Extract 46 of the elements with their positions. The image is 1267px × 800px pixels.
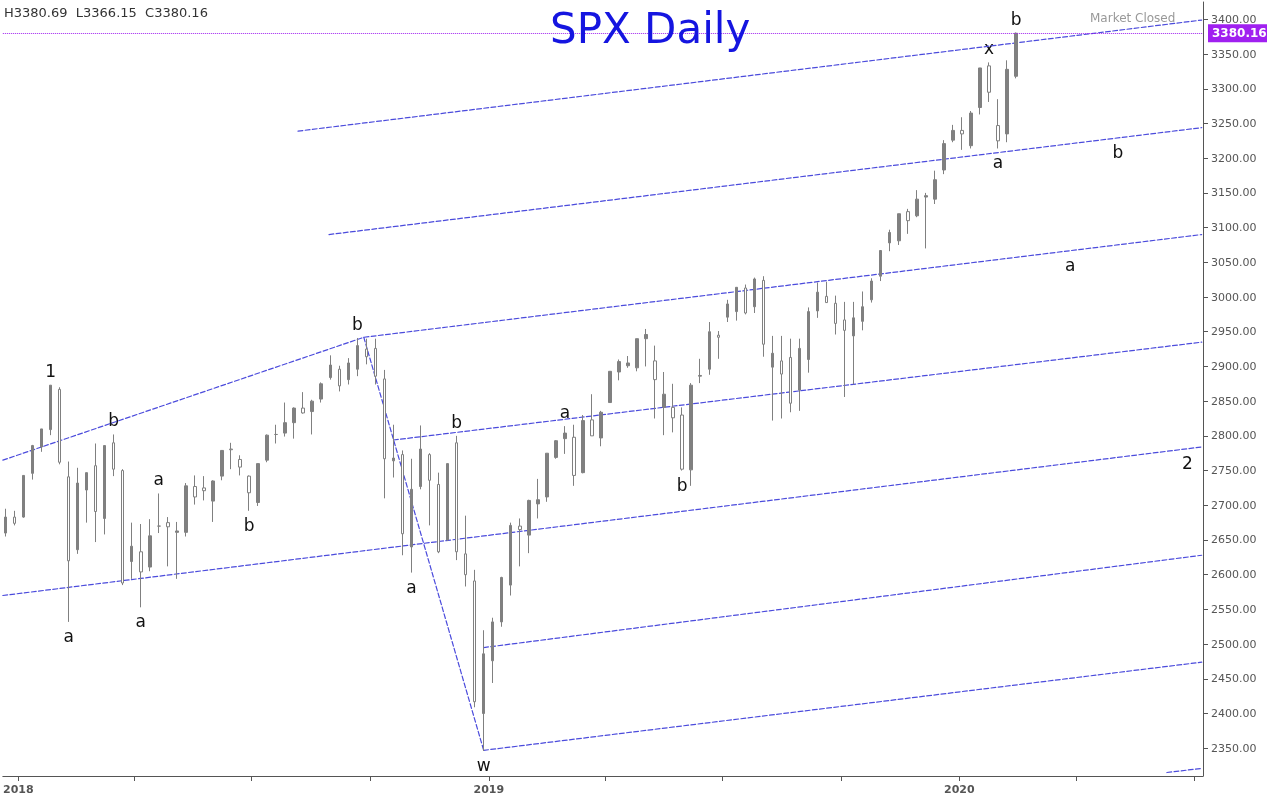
x-tick-label: 2018	[3, 783, 34, 796]
annotation: a	[559, 402, 571, 423]
annotation: a	[406, 576, 417, 597]
annotation: b	[1010, 8, 1022, 29]
annotation: b	[676, 474, 688, 495]
y-tick-label: 3350.00	[1211, 47, 1257, 61]
y-tick-label: 2350.00	[1211, 741, 1257, 755]
annotation: b	[243, 514, 255, 535]
y-tick-label: 2450.00	[1211, 672, 1257, 686]
annotation: a	[992, 152, 1004, 173]
annotation: b	[451, 411, 462, 432]
y-tick-label: 2750.00	[1211, 464, 1257, 478]
y-tick-label: 3200.00	[1211, 151, 1257, 165]
y-tick-label: 2700.00	[1211, 498, 1257, 512]
x-tick-label: 2020	[944, 783, 976, 796]
chart-title: SPX Daily	[550, 3, 751, 53]
y-tick-label: 3300.00	[1211, 82, 1257, 96]
annotation: 1	[45, 361, 56, 382]
annotation: b	[351, 313, 363, 334]
y-tick-label: 3150.00	[1211, 186, 1257, 200]
annotation: a	[135, 611, 146, 632]
y-tick-label: 3250.00	[1211, 116, 1257, 130]
annotation: b	[108, 410, 120, 431]
annotation: b	[1112, 142, 1124, 163]
y-tick-label: 2950.00	[1211, 325, 1257, 339]
y-tick-label: 3100.00	[1211, 221, 1257, 235]
annotation: a	[63, 625, 74, 646]
y-tick-label: 3000.00	[1211, 290, 1257, 304]
x-tick-label: 2019	[473, 783, 505, 796]
annotation: 2	[1182, 453, 1193, 474]
y-tick-label: 2600.00	[1211, 568, 1257, 582]
y-tick-label: 2850.00	[1211, 394, 1257, 408]
ref-line-label: 3380.16	[1212, 26, 1267, 41]
y-tick-label: 3400.00	[1211, 12, 1257, 26]
annotation: a	[153, 469, 165, 490]
y-tick-label: 2900.00	[1211, 359, 1257, 373]
annotation: Market Closed	[1090, 11, 1176, 25]
y-tick-label: 3050.00	[1211, 255, 1257, 269]
y-tick-label: 2800.00	[1211, 429, 1257, 443]
y-tick-label: 2400.00	[1211, 707, 1257, 721]
annotation: w	[476, 755, 491, 776]
y-tick-label: 2500.00	[1211, 637, 1257, 651]
y-tick-label: 2550.00	[1211, 602, 1257, 616]
annotation: H3380.69 L3366.15 C3380.16	[4, 5, 208, 20]
annotation: a	[1065, 254, 1076, 275]
y-tick-label: 2650.00	[1211, 533, 1257, 547]
